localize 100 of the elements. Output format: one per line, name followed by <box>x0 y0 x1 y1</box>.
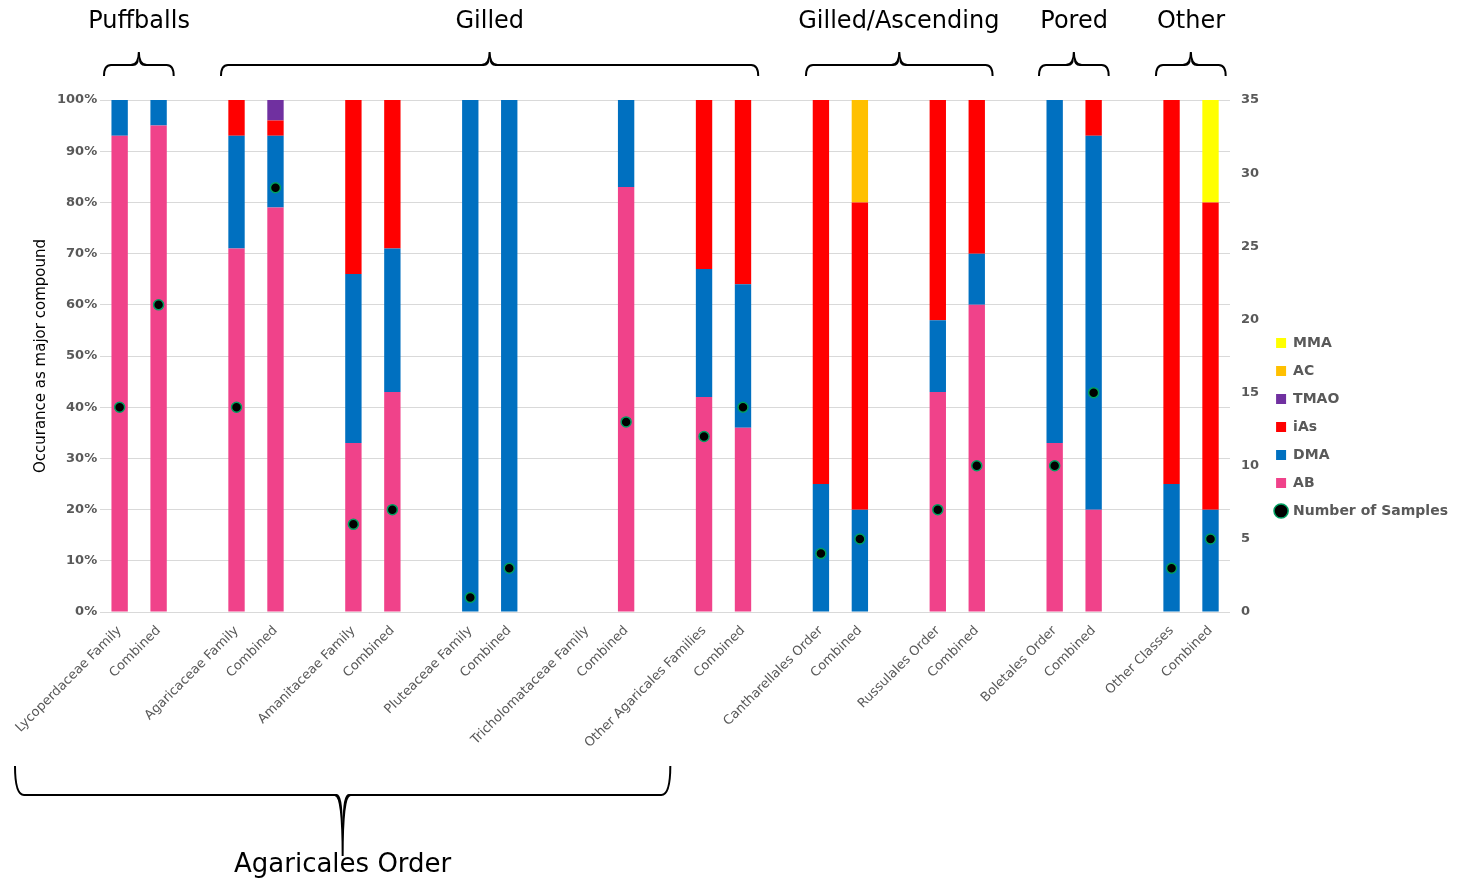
y2-tick-label: 10 <box>1240 457 1260 473</box>
point <box>230 401 243 414</box>
text: Other <box>1156 6 1226 34</box>
bar <box>462 100 479 612</box>
point <box>113 401 126 414</box>
bar <box>345 274 362 444</box>
y2-tick-label: 25 <box>1240 237 1260 253</box>
bar <box>1163 100 1180 485</box>
point <box>932 503 944 516</box>
point <box>698 430 710 443</box>
text: Gilled/Ascending <box>798 6 1000 34</box>
bar <box>812 484 830 612</box>
point <box>503 562 515 574</box>
legend-label: AC <box>1293 361 1315 378</box>
bar <box>150 125 167 612</box>
bar <box>150 100 167 126</box>
bar <box>851 509 869 612</box>
y2-tick-label: 35 <box>1240 91 1260 107</box>
bar <box>617 100 635 188</box>
bar <box>111 135 128 612</box>
point <box>815 547 827 560</box>
bar <box>267 135 284 208</box>
legend-label: DMA <box>1293 445 1330 462</box>
legend-label: iAs <box>1293 417 1318 434</box>
legend-label: Number of Samples <box>1293 501 1449 518</box>
text: Pored <box>1040 6 1108 34</box>
y-tick-label: 100% <box>56 91 98 107</box>
bar <box>228 100 245 136</box>
point <box>386 503 399 516</box>
point <box>1087 386 1100 399</box>
bar <box>1163 484 1180 612</box>
bar <box>734 100 752 285</box>
y2-tick-label: 15 <box>1240 384 1260 400</box>
bar <box>851 100 869 203</box>
bar <box>1046 100 1063 444</box>
bar <box>929 320 946 392</box>
bar <box>384 248 401 392</box>
point <box>737 401 749 414</box>
bar <box>501 100 518 612</box>
y2-tick-label: 20 <box>1240 310 1260 326</box>
y-tick-label: 10% <box>66 552 98 568</box>
bar <box>968 253 985 305</box>
y-tick-label: 80% <box>66 193 98 209</box>
bar <box>1202 202 1219 510</box>
y-tick-label: 20% <box>66 501 98 517</box>
bar <box>384 100 401 249</box>
y-tick-label: 90% <box>66 142 98 158</box>
point <box>464 591 477 604</box>
bar <box>695 269 713 398</box>
bar <box>1202 509 1219 612</box>
bar <box>1202 100 1219 203</box>
point <box>854 533 866 545</box>
bar <box>228 248 245 612</box>
point <box>347 518 360 531</box>
point <box>1165 562 1178 574</box>
y-tick-label: 70% <box>66 245 98 261</box>
bar <box>345 443 362 612</box>
point <box>269 182 282 194</box>
bar <box>695 100 713 269</box>
point <box>620 416 632 428</box>
bar <box>968 304 985 612</box>
bar <box>968 100 985 254</box>
y-tick-label: 60% <box>66 296 98 312</box>
bar <box>617 187 635 612</box>
y-tick-label: 0% <box>75 603 98 619</box>
bar <box>384 391 401 612</box>
bar <box>1046 443 1063 612</box>
text: Puffballs <box>88 6 190 34</box>
y-axis-title: Occurance as major compound <box>30 239 49 474</box>
bar <box>345 100 362 275</box>
y2-tick-label: 5 <box>1240 530 1251 546</box>
bar <box>228 135 245 249</box>
bar <box>929 100 946 321</box>
y2-tick-label: 0 <box>1240 603 1251 619</box>
bar <box>851 202 869 510</box>
legend-label: TMAO <box>1293 389 1340 406</box>
bar <box>267 100 284 121</box>
point <box>1204 533 1217 545</box>
bar <box>1085 135 1102 510</box>
legend-label: MMA <box>1293 333 1332 350</box>
y-tick-label: 30% <box>66 449 98 465</box>
y-tick-label: 50% <box>66 347 98 363</box>
bar <box>812 100 830 485</box>
y2-tick-label: 30 <box>1240 164 1260 180</box>
legend-label: AB <box>1293 473 1315 490</box>
bar <box>111 100 128 136</box>
bar <box>734 427 752 612</box>
text: Gilled <box>455 6 525 34</box>
bar <box>1085 509 1102 612</box>
y-tick-label: 40% <box>66 398 98 414</box>
bar <box>695 397 713 612</box>
bar <box>734 284 752 428</box>
bar <box>929 391 946 612</box>
text: Agaricales Order <box>234 848 452 878</box>
bar <box>1085 100 1102 136</box>
bar <box>267 120 284 136</box>
point <box>971 460 983 472</box>
point <box>1048 460 1061 472</box>
bar <box>267 207 284 612</box>
point <box>152 299 165 311</box>
